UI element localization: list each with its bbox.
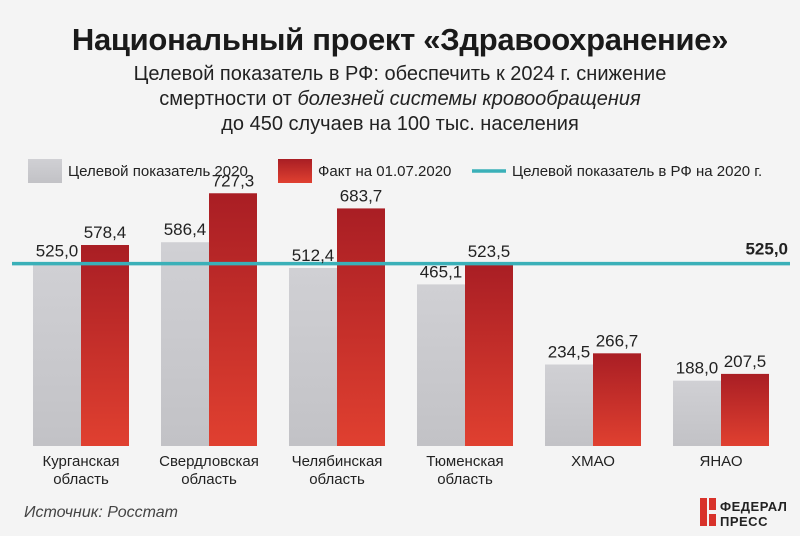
subtitle-line-2: смертности от болезней системы кровообра…: [0, 87, 800, 112]
value-label-fact-2: 683,7: [340, 186, 383, 205]
bars: [33, 193, 769, 446]
category-label-1-0: Свердловская: [159, 453, 259, 470]
logo-line-2: ПРЕСС: [720, 514, 768, 529]
value-labels: 525,0 578,4 586,4 727,3 512,4 683,7 465,1 523,5…: [36, 171, 767, 377]
bar-target-5: [673, 380, 721, 446]
legend-label-fact: Факт на 01.07.2020: [318, 163, 451, 180]
category-label-3-0: Тюменская: [426, 453, 503, 470]
bar-fact-3: [465, 264, 513, 446]
bar-fact-1: [209, 193, 257, 446]
bar-target-0: [33, 263, 81, 446]
reference-line-group: 525,0: [12, 240, 790, 266]
bar-fact-4: [593, 353, 641, 446]
category-labels: КурганскаяобластьСвердловскаяобластьЧеля…: [42, 453, 742, 488]
category-label-0-1: область: [53, 471, 109, 488]
reference-line-label: 525,0: [745, 240, 788, 259]
value-label-target-3: 465,1: [420, 262, 463, 281]
bar-fact-0: [81, 245, 129, 446]
legend-swatch-fact: [278, 159, 312, 183]
subtitle-line-1: Целевой показатель в РФ: обеспечить к 20…: [133, 63, 667, 85]
logo-line-1: ФЕДЕРАЛ: [720, 499, 788, 514]
publisher-logo: ФЕДЕРАЛ ПРЕСС: [700, 494, 796, 530]
bar-target-3: [417, 284, 465, 446]
category-label-5-0: ЯНАО: [699, 453, 742, 470]
value-label-target-4: 234,5: [548, 343, 591, 362]
category-label-2-0: Челябинская: [292, 453, 383, 470]
value-label-target-1: 586,4: [164, 220, 207, 239]
chart-title: Национальный проект «Здравоохранение»: [71, 22, 729, 57]
value-label-fact-5: 207,5: [724, 352, 767, 371]
bar-fact-2: [337, 208, 385, 446]
legend: Целевой показатель 2020 Факт на 01.07.202…: [28, 159, 762, 183]
subtitle-line-2-italic: болезней системы кровообращения: [297, 88, 641, 110]
category-label-4-0: ХМАО: [571, 453, 615, 470]
value-label-fact-0: 578,4: [84, 223, 127, 242]
bar-target-1: [161, 242, 209, 446]
category-label-2-1: область: [309, 471, 365, 488]
bar-fact-5: [721, 373, 769, 446]
value-label-fact-3: 523,5: [468, 242, 511, 261]
value-label-target-2: 512,4: [292, 246, 335, 265]
subtitle-line-3: до 450 случаев на 100 тыс. населения: [221, 113, 579, 135]
value-label-fact-4: 266,7: [596, 331, 639, 350]
legend-label-reference: Целевой показатель в РФ на 2020 г.: [512, 163, 762, 180]
legend-label-target: Целевой показатель 2020: [68, 163, 248, 180]
bar-target-2: [289, 267, 337, 446]
category-label-3-1: область: [437, 471, 493, 488]
subtitle-line-2-plain: смертности от: [159, 88, 298, 110]
value-label-target-5: 188,0: [676, 359, 719, 378]
chart-subtitle: Целевой показатель в РФ: обеспечить к 20…: [0, 62, 800, 137]
category-label-1-1: область: [181, 471, 237, 488]
value-label-target-0: 525,0: [36, 242, 79, 261]
source-note: Источник: Росстат: [24, 504, 178, 521]
legend-swatch-target: [28, 159, 62, 183]
category-label-0-0: Курганская: [42, 453, 119, 470]
bar-target-4: [545, 364, 593, 446]
publisher-logo-icon: [700, 498, 716, 526]
value-label-fact-1: 727,3: [212, 171, 255, 190]
